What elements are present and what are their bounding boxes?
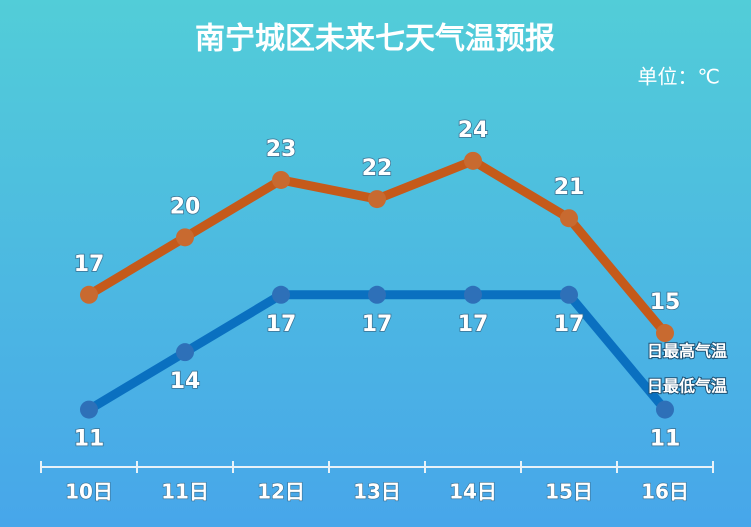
x-tick-label: 11日: [161, 480, 209, 504]
x-tick-label: 13日: [353, 480, 401, 504]
legend-label: 日最低气温: [647, 377, 727, 396]
data-label: 17: [554, 312, 585, 337]
data-point: [464, 285, 482, 304]
x-tick-label: 12日: [257, 480, 305, 504]
data-point: [656, 400, 674, 419]
data-point: [176, 343, 194, 362]
data-label: 17: [362, 312, 393, 337]
data-point: [176, 228, 194, 247]
unit-label: 单位：℃: [638, 65, 720, 89]
x-tick-label: 14日: [449, 480, 497, 504]
data-label: 11: [74, 427, 105, 452]
data-label: 17: [266, 312, 297, 337]
data-point: [560, 209, 578, 228]
data-point: [464, 151, 482, 170]
x-tick-label: 16日: [641, 480, 689, 504]
data-label: 23: [266, 137, 297, 162]
data-label: 17: [74, 252, 105, 277]
data-point: [80, 400, 98, 419]
data-point: [368, 190, 386, 209]
data-label: 24: [458, 118, 489, 143]
data-label: 11: [650, 427, 681, 452]
legend-label: 日最高气温: [647, 342, 727, 361]
data-point: [560, 285, 578, 304]
data-label: 22: [362, 156, 393, 181]
data-point: [368, 285, 386, 304]
data-point: [272, 285, 290, 304]
data-label: 20: [170, 194, 201, 219]
data-label: 17: [458, 312, 489, 337]
chart-title: 南宁城区未来七天气温预报: [195, 22, 555, 57]
data-point: [272, 170, 290, 189]
data-label: 21: [554, 175, 585, 200]
data-label: 15: [650, 290, 681, 315]
x-tick-label: 10日: [65, 480, 113, 504]
data-point: [80, 285, 98, 304]
data-point: [656, 324, 674, 343]
x-tick-label: 15日: [545, 480, 593, 504]
data-label: 14: [170, 369, 201, 394]
